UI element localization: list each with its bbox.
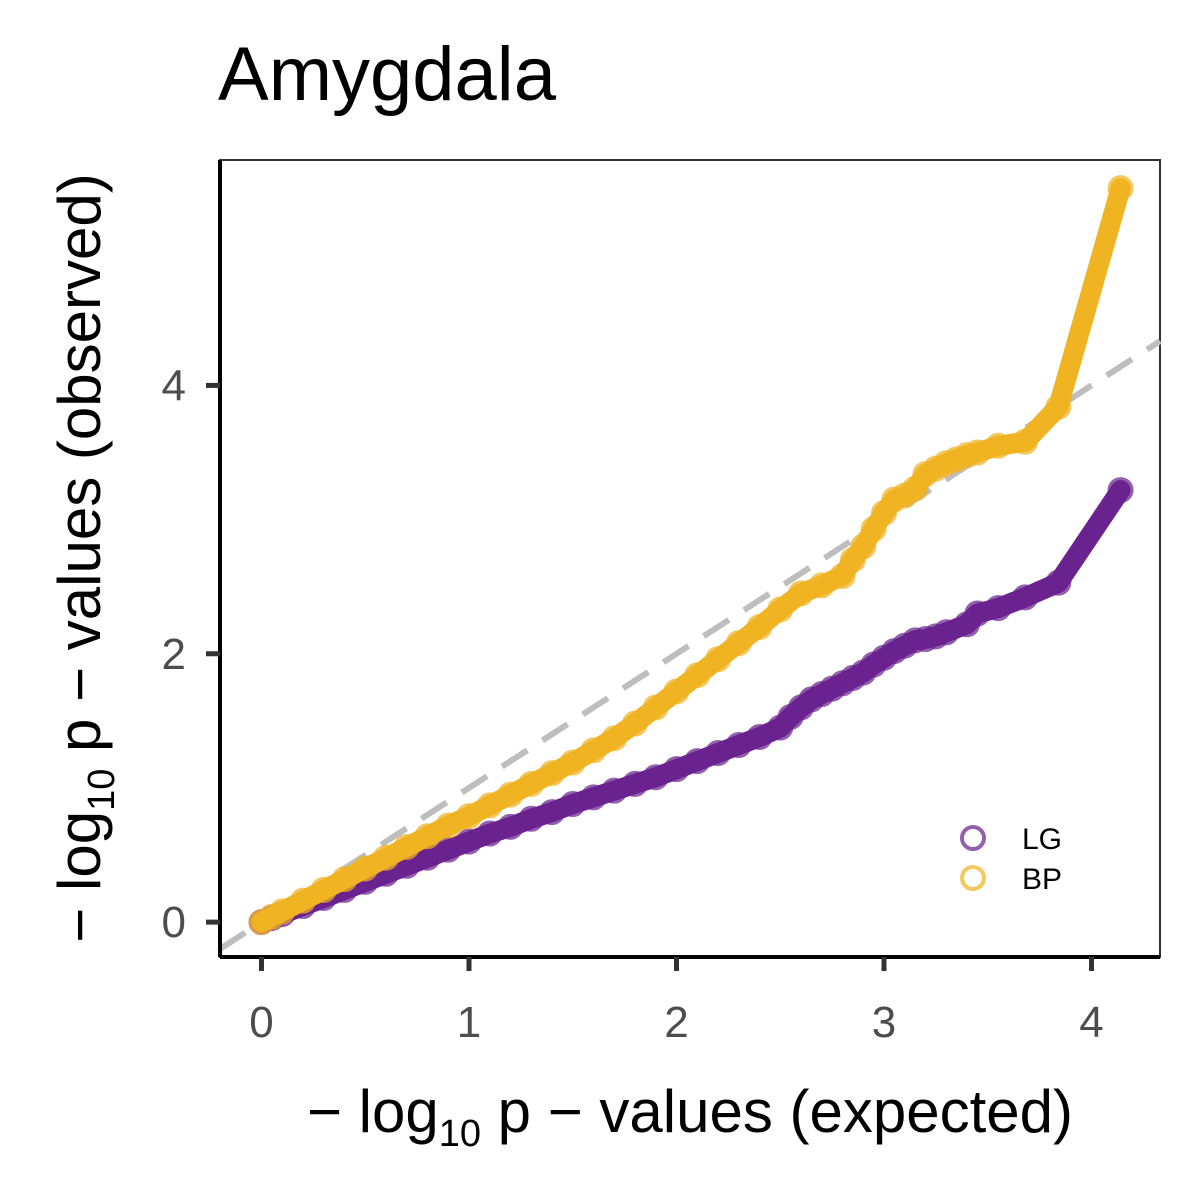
- point-bp: [985, 432, 1012, 459]
- point-bp: [518, 770, 545, 797]
- legend-key-lg: [960, 825, 986, 851]
- x-axis-ticks: 0 1 2 3 4: [249, 957, 1104, 1047]
- point-bp: [725, 630, 752, 657]
- legend-key-bp: [960, 865, 986, 891]
- plot-area: [218, 159, 1162, 958]
- point-lg: [985, 595, 1012, 622]
- point-bp: [1107, 175, 1134, 202]
- point-lg: [1012, 584, 1039, 611]
- point-bp: [1012, 428, 1039, 455]
- x-axis-title-suffix: p − values (expected): [481, 1078, 1073, 1145]
- y-axis-title-prefix: − log: [46, 811, 113, 943]
- legend-label-lg: LG: [1022, 823, 1062, 856]
- x-tick-label: 4: [1079, 998, 1103, 1047]
- point-bp: [767, 596, 794, 623]
- y-axis-title-suffix: p − values (observed): [46, 173, 113, 768]
- point-bp: [352, 855, 379, 882]
- x-tick-label: 0: [249, 998, 273, 1047]
- legend: LG BP: [960, 823, 1062, 896]
- chart-title: Amygdala: [218, 32, 557, 117]
- point-bp: [642, 694, 669, 721]
- x-axis-title: − log10 p − values (expected): [307, 1078, 1073, 1155]
- point-bp: [435, 812, 462, 839]
- point-bp: [539, 760, 566, 787]
- point-lg: [1045, 569, 1072, 596]
- point-bp: [373, 844, 400, 871]
- series-group: [248, 175, 1134, 936]
- y-tick-label: 2: [162, 630, 186, 679]
- point-bp: [808, 572, 835, 599]
- y-tick-label: 0: [162, 898, 186, 947]
- point-bp: [559, 749, 586, 776]
- point-bp: [497, 781, 524, 808]
- point-lg: [1107, 477, 1134, 504]
- point-lg: [746, 723, 773, 750]
- point-bp: [1045, 393, 1072, 420]
- point-bp: [663, 678, 690, 705]
- point-bp: [476, 792, 503, 819]
- point-bp: [622, 710, 649, 737]
- point-bp: [310, 876, 337, 903]
- point-bp: [601, 725, 628, 752]
- point-bp: [746, 613, 773, 640]
- point-bp: [414, 823, 441, 850]
- y-axis-title: − log10 p − values (observed): [46, 173, 123, 942]
- point-bp: [954, 442, 981, 469]
- point-bp: [580, 737, 607, 764]
- point-bp: [331, 866, 358, 893]
- point-bp: [393, 833, 420, 860]
- point-bp: [290, 887, 317, 914]
- x-axis-title-subscript: 10: [439, 1113, 481, 1155]
- x-tick-label: 2: [664, 998, 688, 1047]
- point-bp: [269, 898, 296, 925]
- x-axis-title-prefix: − log: [307, 1078, 439, 1145]
- point-bp: [705, 646, 732, 673]
- panel-border: [219, 159, 1161, 958]
- legend-label-bp: BP: [1022, 863, 1062, 896]
- x-tick-label: 1: [457, 998, 481, 1047]
- x-tick-label: 3: [872, 998, 896, 1047]
- series-bp-band: [251, 178, 1131, 933]
- y-axis-title-subscript: 10: [81, 769, 123, 811]
- y-tick-label: 4: [162, 361, 186, 410]
- point-bp: [684, 662, 711, 689]
- y-axis-ticks: 0 2 4: [162, 361, 220, 947]
- point-bp: [456, 803, 483, 830]
